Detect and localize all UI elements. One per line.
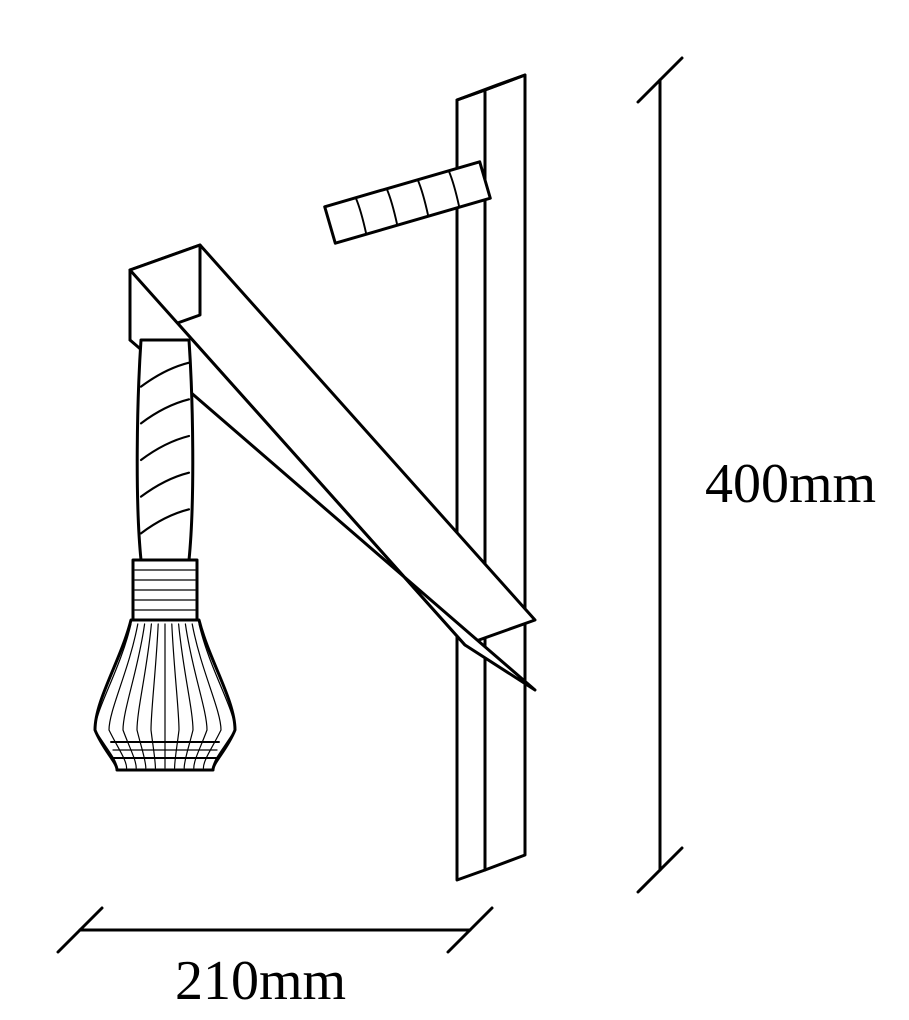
dimension-width-label: 210mm	[175, 949, 346, 1013]
diagram-stage: 400mm 210mm	[0, 0, 909, 1020]
back-plate-side	[457, 90, 485, 880]
rope-front-body	[137, 340, 193, 560]
back-plate-front	[485, 75, 525, 870]
dimension-height-label: 400mm	[705, 452, 876, 516]
